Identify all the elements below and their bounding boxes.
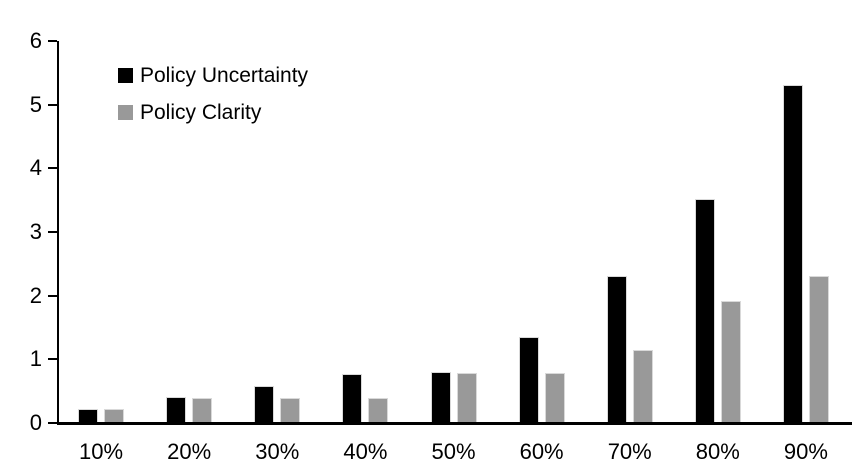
y-tick-2 [48, 294, 57, 297]
x-tick-label-30%: 30% [255, 439, 300, 464]
x-tick-label-90%: 90% [783, 439, 828, 464]
x-tick-label-20%: 20% [167, 439, 212, 464]
bar-policy-clarity-30% [280, 398, 301, 422]
y-tick-label-4: 4 [29, 155, 42, 181]
x-axis-line [57, 422, 852, 425]
bar-policy-clarity-10% [104, 409, 125, 422]
y-tick-0 [48, 422, 57, 424]
y-tick-label-6: 6 [29, 28, 42, 53]
bar-policy-uncertainty-60% [518, 337, 539, 422]
bar-group-30% [254, 386, 301, 422]
bar-policy-uncertainty-10% [78, 409, 99, 422]
x-tick-label-70%: 70% [607, 439, 652, 464]
bar-policy-uncertainty-90% [782, 85, 803, 422]
x-tick-label-40%: 40% [343, 439, 388, 464]
y-axis-line [57, 41, 59, 424]
legend-item-policy-clarity: Policy Clarity [118, 101, 308, 124]
bar-policy-uncertainty-30% [254, 386, 275, 422]
bar-policy-clarity-40% [368, 398, 389, 422]
bar-group-10% [78, 409, 125, 422]
bar-policy-clarity-70% [632, 350, 653, 422]
bar-group-80% [694, 199, 741, 422]
bar-policy-uncertainty-50% [430, 372, 451, 422]
bar-policy-clarity-50% [456, 373, 477, 422]
y-tick-6 [48, 40, 57, 42]
bar-policy-clarity-20% [192, 398, 213, 422]
y-tick-5 [48, 103, 57, 106]
y-tick-1 [48, 358, 57, 361]
bar-policy-uncertainty-40% [342, 374, 363, 422]
bar-policy-clarity-90% [808, 276, 829, 422]
y-tick-3 [48, 231, 57, 233]
legend-label: Policy Clarity [140, 101, 262, 125]
x-tick-label-50%: 50% [431, 439, 476, 464]
bar-policy-uncertainty-20% [166, 397, 187, 422]
bar-group-60% [518, 337, 565, 422]
y-tick-label-1: 1 [29, 346, 42, 372]
bar-group-90% [782, 85, 829, 422]
y-tick-4 [48, 167, 57, 170]
bar-group-70% [606, 276, 653, 422]
bar-group-50% [430, 372, 477, 422]
y-tick-label-5: 5 [29, 91, 42, 117]
bar-policy-uncertainty-70% [606, 276, 627, 422]
y-tick-label-0: 0 [29, 410, 42, 435]
legend-item-policy-uncertainty: Policy Uncertainty [118, 64, 308, 87]
bar-policy-clarity-60% [544, 373, 565, 422]
bar-group-20% [166, 397, 213, 422]
y-tick-label-3: 3 [29, 219, 42, 244]
bar-policy-clarity-80% [720, 301, 741, 422]
legend: Policy Uncertainty Policy Clarity [118, 64, 308, 124]
legend-swatch-icon [118, 105, 133, 121]
x-tick-label-60%: 60% [519, 439, 564, 464]
bar-group-40% [342, 374, 389, 422]
bar-policy-uncertainty-80% [694, 199, 715, 422]
y-tick-label-2: 2 [29, 282, 42, 308]
legend-label: Policy Uncertainty [140, 64, 309, 87]
legend-swatch-icon [118, 68, 133, 84]
x-tick-label-80%: 80% [695, 439, 740, 464]
x-tick-label-10%: 10% [79, 439, 124, 464]
